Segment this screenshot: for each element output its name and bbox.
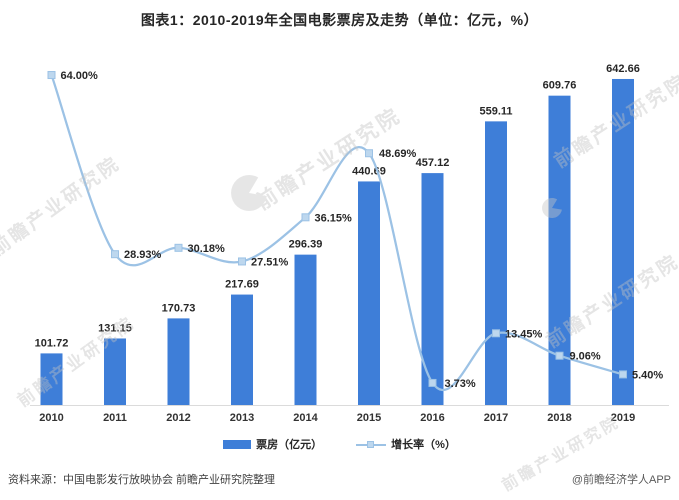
x-axis-label-2015: 2015 bbox=[357, 412, 381, 424]
growth-marker-2011 bbox=[111, 250, 119, 259]
bar-value-label-2011: 131.15 bbox=[98, 322, 132, 334]
chart-legend: 票房（亿元） 增长率（%） bbox=[0, 436, 679, 452]
bar-value-label-2015: 440.69 bbox=[352, 165, 386, 177]
line-series-swatch bbox=[356, 440, 387, 449]
legend-item-growth-rate: 增长率（%） bbox=[356, 436, 456, 452]
growth-value-label-2012: 30.18% bbox=[188, 243, 226, 255]
growth-value-label-2011: 28.93% bbox=[124, 249, 162, 261]
bar-value-label-2017: 559.11 bbox=[479, 105, 512, 117]
growth-marker-2012 bbox=[174, 243, 183, 252]
x-axis-label-2017: 2017 bbox=[484, 412, 508, 424]
bar-2012 bbox=[167, 318, 190, 405]
bar-value-label-2010: 101.72 bbox=[35, 337, 69, 349]
growth-marker-2017 bbox=[492, 329, 500, 338]
growth-marker-2010 bbox=[47, 71, 56, 80]
growth-value-label-2010: 64.00% bbox=[61, 70, 99, 82]
legend-label-growth-rate: 增长率（%） bbox=[391, 439, 456, 451]
bar-series-swatch bbox=[223, 439, 252, 449]
growth-rate-line bbox=[50, 74, 624, 392]
bar-2015 bbox=[358, 181, 380, 405]
growth-value-label-2015: 48.69% bbox=[379, 148, 417, 160]
growth-marker-2018 bbox=[555, 351, 564, 360]
x-axis-label-2010: 2010 bbox=[39, 412, 63, 424]
chart-title: 图表1：2010-2019年全国电影票房及走势（单位：亿元，%） bbox=[140, 12, 539, 28]
bar-2018 bbox=[548, 95, 571, 405]
x-axis-label-2016: 2016 bbox=[420, 412, 444, 424]
legend-item-box-office: 票房（亿元） bbox=[223, 436, 322, 452]
bar-value-label-2012: 170.73 bbox=[162, 302, 196, 314]
x-axis-label-2014: 2014 bbox=[293, 412, 318, 424]
bar-value-label-2014: 296.39 bbox=[289, 239, 323, 251]
growth-marker-2019 bbox=[619, 370, 627, 379]
bar-value-label-2016: 457.12 bbox=[416, 157, 450, 169]
bar-2014 bbox=[294, 254, 317, 405]
x-axis-label-2013: 2013 bbox=[230, 412, 254, 424]
footer: 资料来源：中国电影发行放映协会 前瞻产业研究院整理 @前瞻经济学人APP bbox=[0, 471, 679, 487]
bar-value-label-2019: 642.66 bbox=[606, 63, 640, 75]
brand-credit: @前瞻经济学人APP bbox=[571, 474, 671, 486]
growth-value-label-2019: 5.40% bbox=[632, 369, 663, 381]
bar-2013 bbox=[231, 294, 253, 405]
growth-marker-2013 bbox=[238, 257, 246, 266]
bar-value-label-2013: 217.69 bbox=[225, 279, 259, 291]
line-swatch-marker bbox=[367, 440, 375, 448]
growth-value-label-2018: 9.06% bbox=[570, 351, 601, 363]
legend-label-box-office: 票房（亿元） bbox=[256, 439, 323, 451]
x-axis-label-2019: 2019 bbox=[611, 412, 635, 424]
growth-marker-2015 bbox=[365, 149, 373, 158]
bar-2010 bbox=[40, 353, 63, 405]
x-axis-label-2012: 2012 bbox=[166, 412, 190, 424]
bar-2016 bbox=[421, 173, 444, 405]
bar-2011 bbox=[104, 338, 126, 405]
bar-2017 bbox=[485, 121, 507, 405]
x-axis-label-2018: 2018 bbox=[547, 412, 571, 424]
growth-value-label-2017: 13.45% bbox=[505, 328, 543, 340]
growth-value-label-2013: 27.51% bbox=[251, 256, 289, 268]
bar-2019 bbox=[612, 78, 634, 406]
x-axis-label-2011: 2011 bbox=[103, 412, 127, 424]
bar-value-label-2018: 609.76 bbox=[543, 80, 577, 92]
growth-marker-2014 bbox=[301, 213, 310, 222]
growth-value-label-2014: 36.15% bbox=[315, 212, 353, 224]
growth-value-label-2016: 3.73% bbox=[445, 378, 476, 390]
growth-marker-2016 bbox=[428, 378, 437, 387]
source-note: 资料来源：中国电影发行放映协会 前瞻产业研究院整理 bbox=[8, 474, 276, 486]
